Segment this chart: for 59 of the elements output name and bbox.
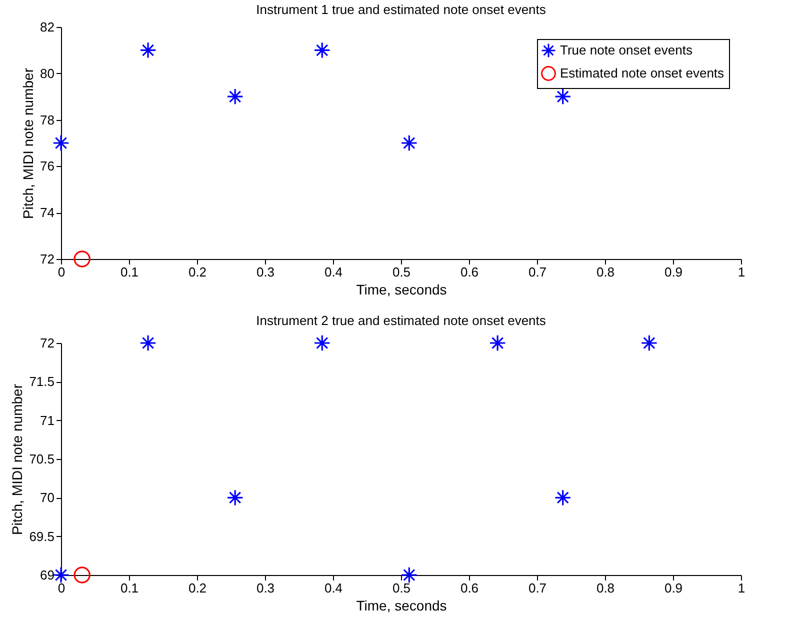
y-tick-label: 71 [40, 412, 54, 428]
point [226, 489, 244, 506]
x-tick-label: 0.3 [256, 264, 275, 280]
point [554, 489, 572, 506]
x-tick-label: 0.8 [596, 264, 615, 280]
point [74, 250, 90, 268]
x-tick-label: 0.3 [256, 580, 275, 596]
y-axis-title: Pitch, MIDI note number [20, 68, 36, 219]
legend-label: Estimated note onset events [560, 66, 725, 80]
y-tick-label: 76 [40, 158, 54, 174]
y-tick-label: 70 [40, 490, 54, 506]
x-tick-label: 0.5 [392, 264, 411, 280]
y-tick-label: 72 [40, 252, 54, 266]
x-tick-label: 0.6 [460, 580, 479, 596]
y-tick-label: 72 [40, 336, 54, 350]
y-tick-label: 69.5 [29, 528, 54, 544]
chart-title: Instrument 2 true and estimated note onset events [256, 313, 546, 328]
point [554, 88, 572, 105]
x-tick-label: 0 [58, 264, 66, 280]
x-tick-label: 0.1 [120, 264, 139, 280]
x-axis-title: Time, seconds [356, 282, 447, 298]
y-axis-title: Pitch, MIDI note number [9, 384, 26, 535]
x-tick-label: 0.6 [460, 264, 479, 280]
x-tick-label: 0.1 [120, 580, 139, 596]
point [226, 88, 244, 105]
x-tick-label: 0.7 [528, 264, 547, 280]
point [314, 42, 331, 59]
point [489, 334, 506, 352]
y-tick-label: 80 [40, 66, 54, 81]
point [400, 134, 418, 152]
point [140, 334, 156, 352]
y-tick-label: 71.5 [29, 374, 54, 390]
y-tick-label: 74 [40, 205, 54, 220]
x-tick-label: 1 [738, 264, 746, 280]
x-tick-label: 0.8 [596, 580, 615, 596]
y-tick-label: 78 [40, 112, 54, 128]
point [640, 334, 658, 352]
x-tick-label: 0.4 [324, 264, 343, 280]
point [400, 566, 418, 584]
point [52, 566, 70, 584]
legend-label: True note onset events [560, 42, 693, 58]
point [140, 42, 156, 59]
x-tick-label: 0.4 [324, 580, 343, 596]
x-axis-title: Time, seconds [356, 598, 447, 614]
x-tick-label: 0.9 [664, 580, 683, 596]
y-tick-label: 69 [40, 568, 54, 582]
point [314, 334, 331, 352]
chart-title: Instrument 1 true and estimated note onset events [256, 2, 546, 17]
x-tick-label: 0.7 [528, 580, 547, 596]
y-tick-label: 70.5 [29, 452, 54, 466]
point [74, 566, 90, 584]
point [52, 134, 70, 152]
x-tick-label: 0.5 [392, 580, 411, 596]
x-tick-label: 1 [738, 580, 746, 596]
x-tick-label: 0 [58, 580, 66, 596]
x-tick-label: 0.2 [188, 580, 207, 596]
y-tick-label: 82 [40, 20, 54, 34]
x-tick-label: 0.2 [188, 264, 207, 280]
x-tick-label: 0.9 [664, 264, 683, 280]
